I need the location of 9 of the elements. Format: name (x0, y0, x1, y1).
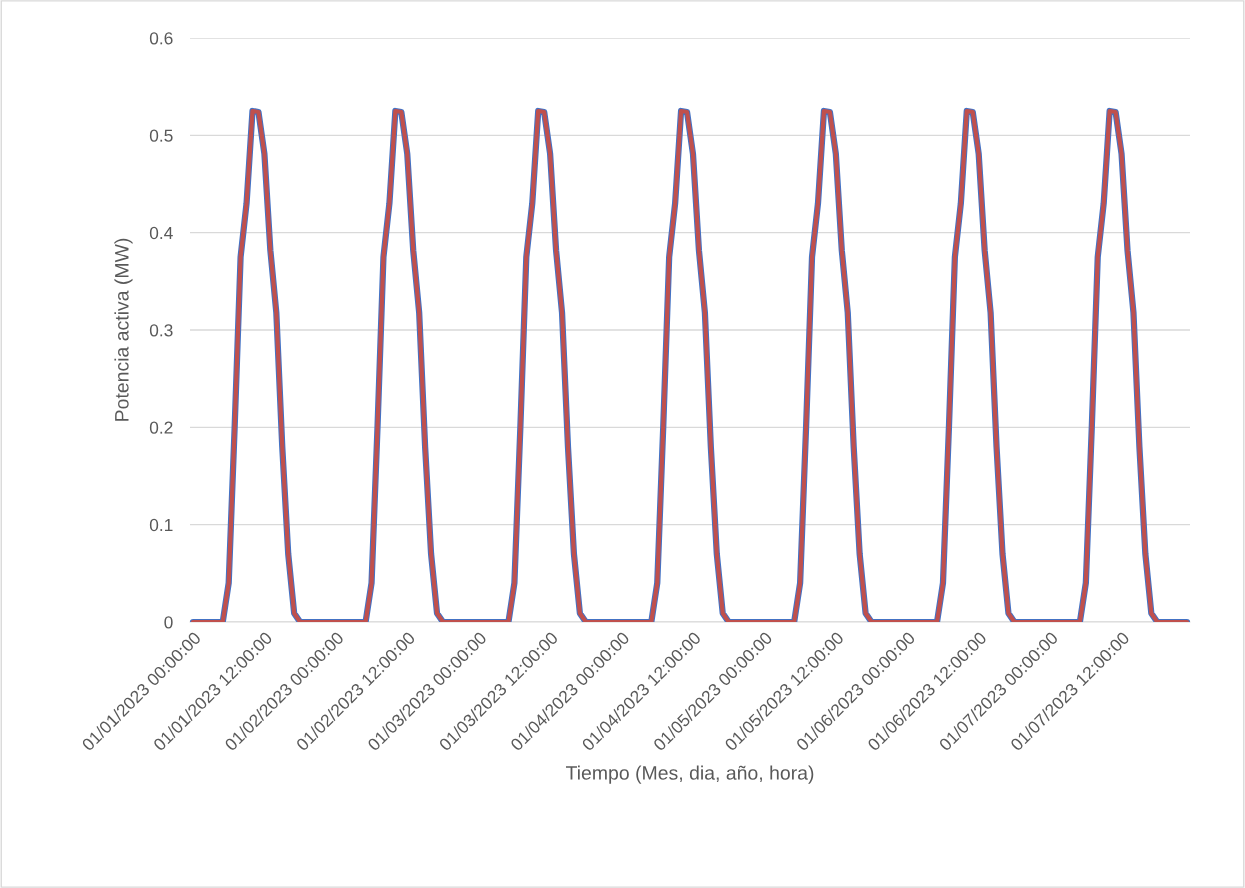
y-tick-label: 0 (164, 616, 173, 629)
y-tick-label: 0.4 (149, 226, 173, 240)
y-tick-label: 0.3 (149, 324, 173, 337)
y-tick-label: 0.1 (149, 518, 173, 532)
x-axis-title: Tiempo (Mes, dia, año, hora) (565, 765, 814, 784)
y-tick-label: 0.5 (149, 129, 173, 142)
y-tick-label: 0.6 (149, 32, 173, 45)
y-axis-title: Potencia activa (MW) (114, 238, 133, 421)
y-tick-label: 0.2 (149, 421, 173, 434)
